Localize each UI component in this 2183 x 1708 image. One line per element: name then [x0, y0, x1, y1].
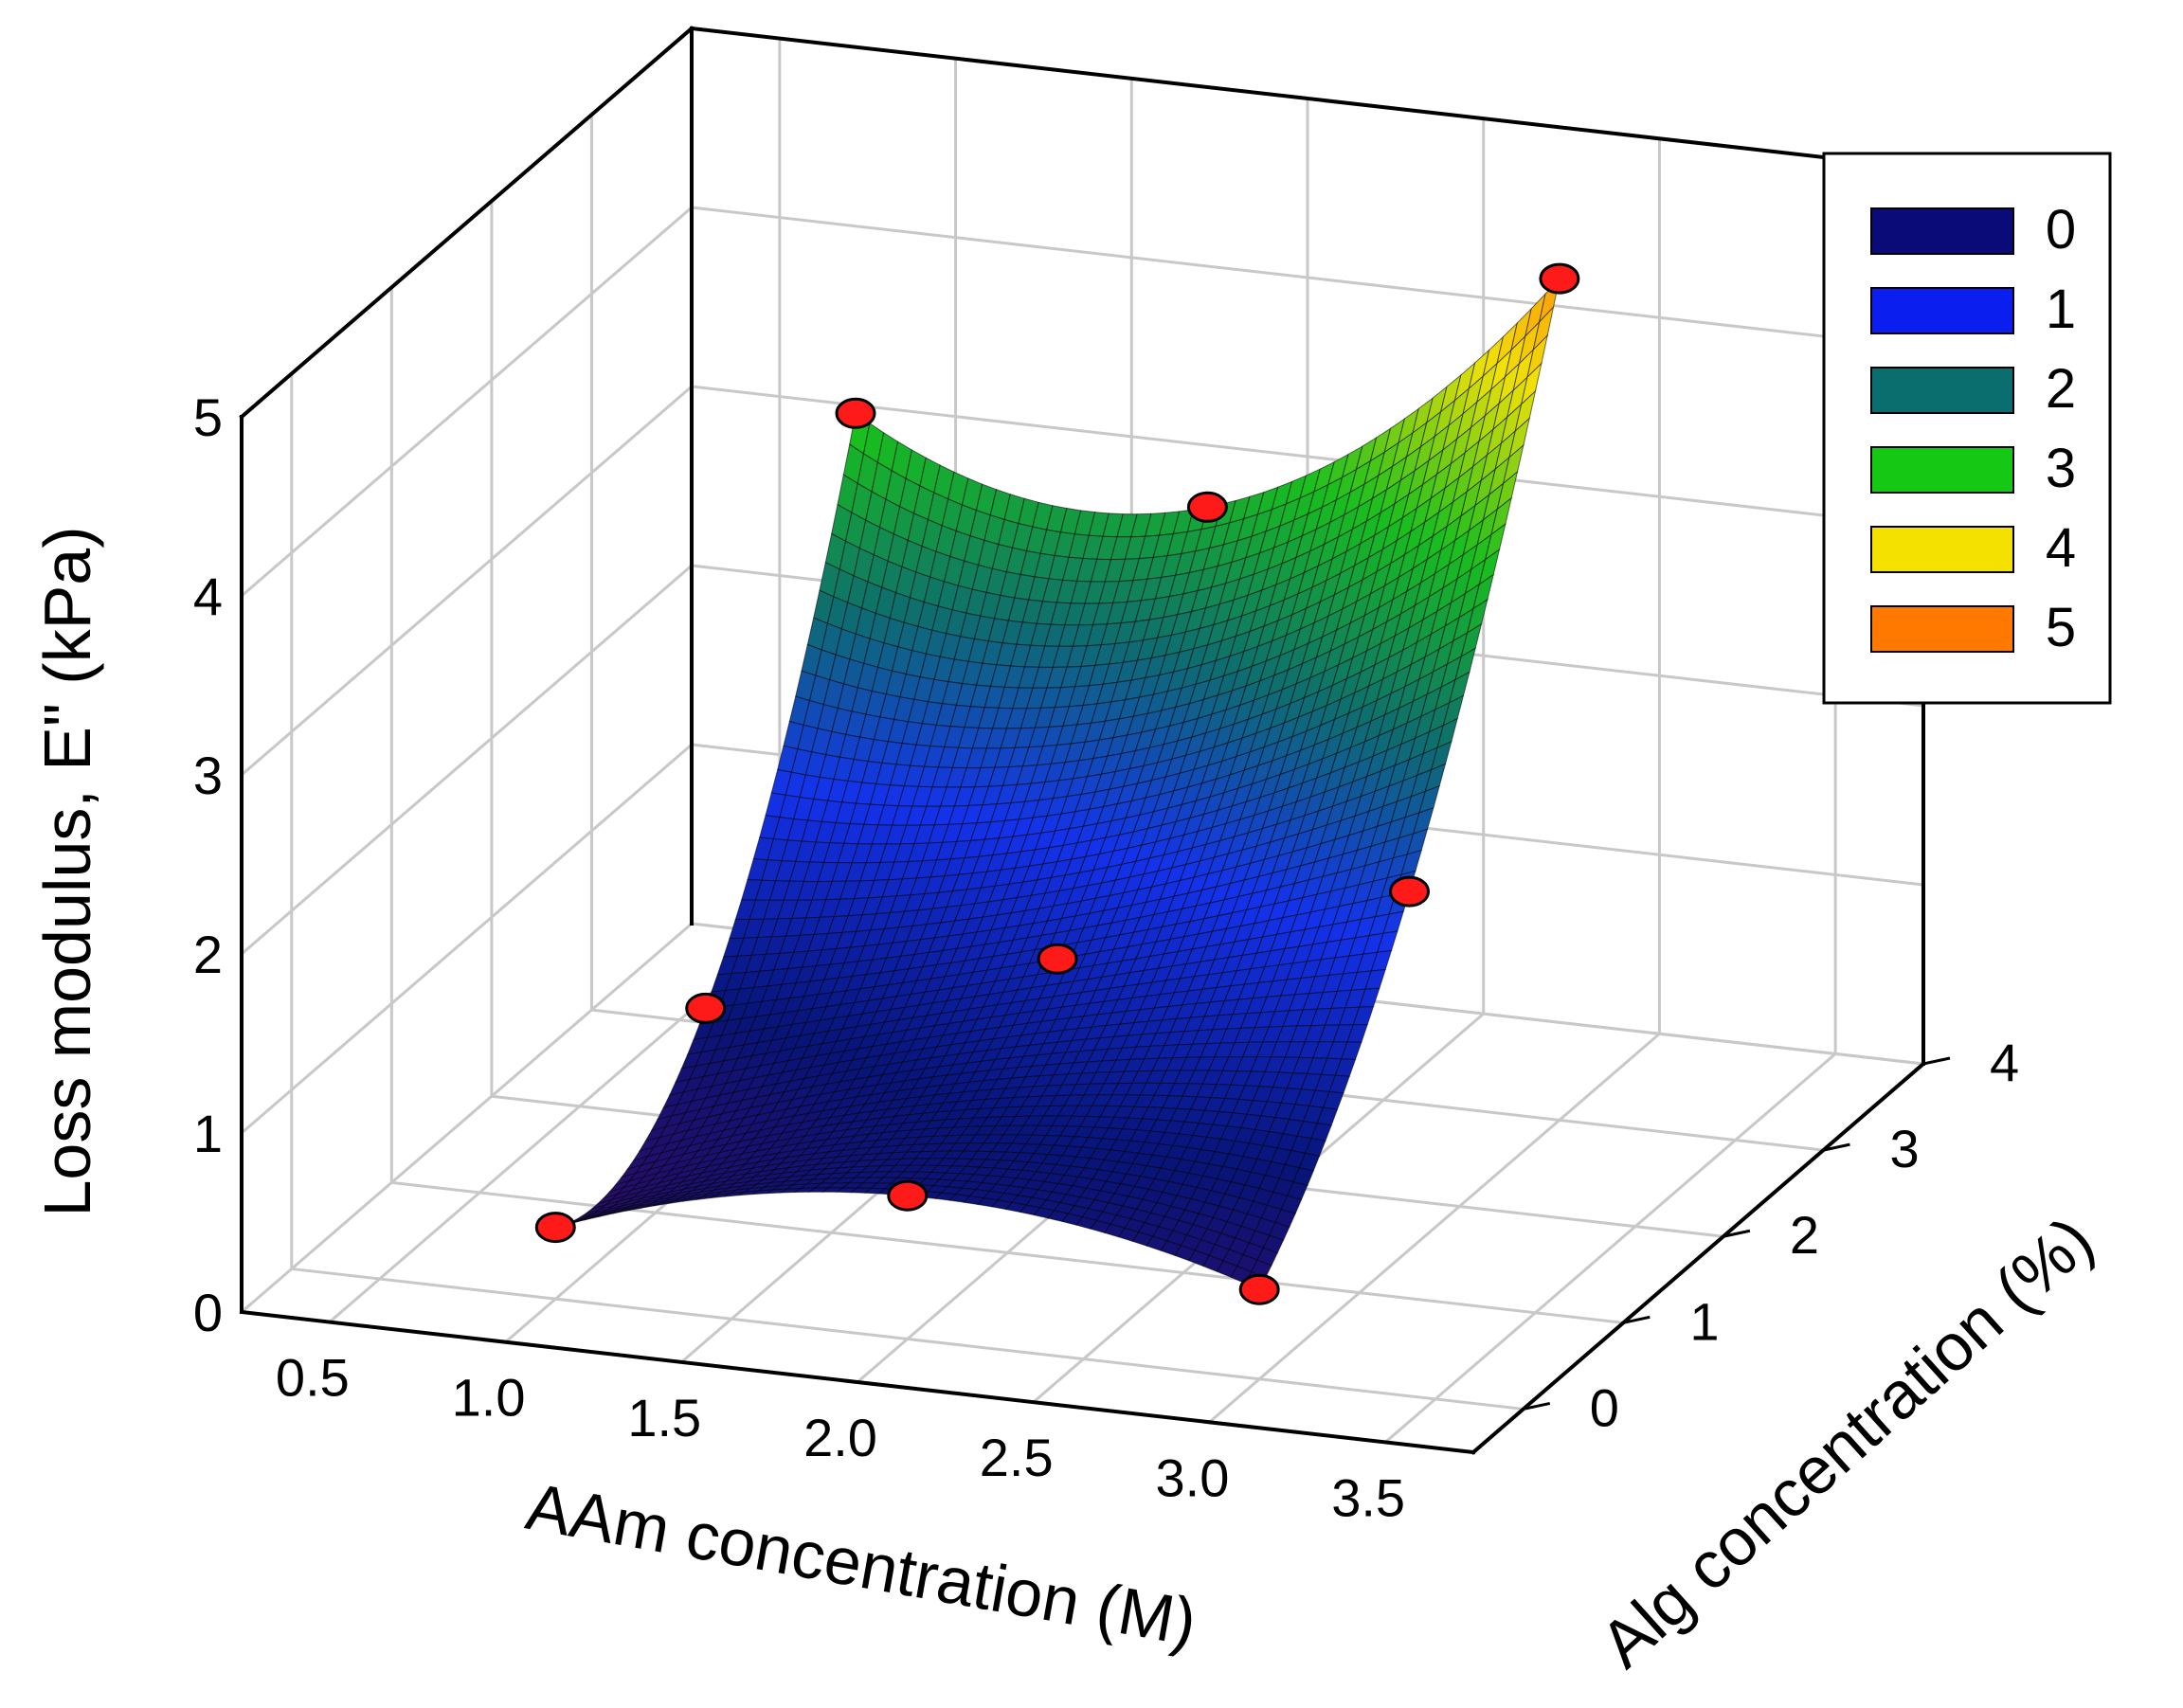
legend-swatch [1870, 207, 2014, 255]
left-wall [242, 28, 692, 1312]
z-grid-left [241, 743, 693, 1135]
data-point [534, 1212, 576, 1244]
z-grid-left [241, 564, 693, 956]
z-axis-title: Loss modulus, E" (kPa) [30, 526, 104, 1216]
y-axis-title: Alg concentration (%) [1586, 1202, 2107, 1681]
legend-swatch [1870, 446, 2014, 494]
legend-label: 2 [2046, 358, 2076, 420]
z-tick-label: 3 [193, 746, 223, 805]
z-grid-left [241, 206, 693, 598]
legend-label: 0 [2046, 199, 2076, 261]
y-tick-label: 4 [1990, 1033, 2019, 1092]
legend-swatch [1870, 287, 2014, 334]
data-points [534, 262, 1580, 1305]
z-tick-label: 4 [193, 566, 223, 626]
x-tick-label: 2.0 [803, 1408, 877, 1467]
x-grid-floor [1384, 1052, 1837, 1444]
legend-swatch [1870, 526, 2014, 573]
data-point [685, 992, 727, 1024]
legend-label: 3 [2046, 438, 2076, 499]
x-tick-label: 2.5 [980, 1428, 1054, 1487]
data-point [1186, 491, 1228, 523]
response-surface [555, 277, 1561, 1290]
axes [239, 26, 1951, 1455]
x-tick-label: 0.5 [276, 1348, 350, 1408]
back-top-edge [689, 26, 1926, 171]
x-tick-label: 3.0 [1155, 1447, 1229, 1507]
y-tick-mark [1623, 1315, 1651, 1324]
x-grid-floor [1208, 1033, 1661, 1424]
x-tick-label: 1.5 [627, 1388, 701, 1447]
y-tick-mark [1922, 1056, 1951, 1066]
y-tick-label: 2 [1790, 1205, 1819, 1265]
legend-swatch [1870, 367, 2014, 414]
z-grid-left [241, 385, 693, 777]
y-tick-mark [1823, 1142, 1850, 1152]
x-axis-title: AAm concentration (M) [521, 1469, 1201, 1660]
data-point [835, 397, 876, 429]
data-point [1389, 875, 1430, 908]
z-tick-label: 0 [193, 1283, 223, 1342]
left-top-edge [239, 26, 695, 420]
z-grid-left [241, 922, 693, 1314]
y-grid-floor [291, 1267, 1524, 1411]
data-point [1539, 262, 1580, 295]
z-tick-label: 2 [193, 925, 223, 984]
x-axis-line [239, 1309, 1476, 1455]
x-tick-label: 1.0 [452, 1368, 526, 1428]
color-legend: 0 1 2 3 4 5 [1822, 152, 2112, 705]
y-tick-label: 3 [1889, 1119, 1919, 1178]
y-tick-mark [1723, 1229, 1751, 1238]
x-tick-label: 3.5 [1331, 1467, 1405, 1527]
y-tick-label: 0 [1590, 1377, 1619, 1437]
y-tick-mark [1523, 1401, 1551, 1411]
legend-label: 5 [2046, 597, 2076, 658]
data-point [1238, 1273, 1280, 1305]
legend-label: 4 [2046, 517, 2076, 579]
axis-labels: 0 1 2 3 4 5 0.5 1.0 1.5 2.0 2.5 3.0 3.5 0 1 2 3 4 [193, 387, 2019, 1527]
z-tick-label: 5 [193, 387, 223, 447]
z-tick-label: 1 [193, 1104, 223, 1163]
data-point [887, 1179, 929, 1212]
y-tick-label: 1 [1689, 1291, 1719, 1351]
legend-label: 1 [2046, 279, 2076, 340]
legend-swatch [1870, 605, 2014, 653]
y-axis-line [1470, 1061, 1926, 1455]
data-point [1037, 943, 1078, 975]
